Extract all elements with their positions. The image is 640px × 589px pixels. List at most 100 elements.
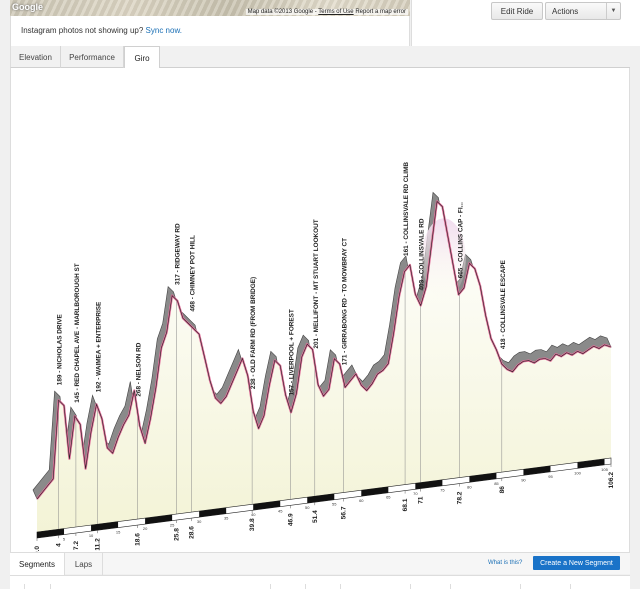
tab-laps[interactable]: Laps	[65, 553, 103, 575]
scale-tick-label: 15	[116, 530, 121, 535]
distance-band-segment	[199, 507, 227, 518]
scale-tick-label: 10	[89, 533, 94, 538]
climb-marker-lines	[58, 270, 503, 530]
scale-tick-label: 70	[413, 491, 418, 496]
distance-label: 7.2	[73, 541, 80, 550]
segments-bar: Segments Laps What is this? Create a New…	[10, 552, 630, 575]
distance-label: 86	[499, 486, 506, 494]
table-divider	[24, 584, 25, 589]
distance-label: 51.4	[312, 510, 319, 523]
giro-chart-panel: 5 10 15 20 25 30 35 40 45 50 55 60 65 70 75 80 85 90 95 100…	[10, 68, 630, 552]
climb-label: 201 - MELLIFONT - MT STUART LOOKOUT	[313, 219, 320, 348]
distance-band-segment	[523, 465, 551, 476]
distance-label: 68.1	[402, 498, 409, 511]
distance-label: 78.2	[457, 491, 464, 504]
table-divider	[410, 584, 411, 589]
what-is-this-link[interactable]: What is this?	[488, 560, 523, 566]
create-segment-button[interactable]: Create a New Segment	[533, 556, 620, 570]
profile-dark-outline	[36, 200, 612, 500]
profile-area	[37, 201, 611, 532]
actions-dropdown[interactable]: Actions ▼	[545, 2, 621, 20]
scale-tick-label: 20	[143, 526, 148, 531]
report-error-link[interactable]: Report a map error	[355, 9, 406, 15]
climb-labels: 189 - NICHOLAS DRIVE 145 - RED CHAPEL AVE…	[57, 162, 507, 403]
instagram-sync-notice: Instagram photos not showing up? Sync no…	[10, 16, 410, 46]
climb-label: 189 - NICHOLAS DRIVE	[57, 313, 64, 385]
tab-giro[interactable]: Giro	[124, 46, 160, 69]
climb-label: 665 - COLLINS CAP - FI...	[458, 202, 465, 278]
scale-tick-label: 55	[332, 502, 337, 507]
table-divider	[340, 584, 341, 589]
actions-label: Actions	[552, 6, 579, 16]
instagram-message: Instagram photos not showing up?	[21, 26, 144, 35]
distance-label: 106.2	[608, 472, 615, 489]
distance-label: 28.6	[189, 526, 196, 539]
distance-label: 71	[418, 496, 425, 504]
distance-band-segment	[145, 514, 173, 525]
distance-label: 18.6	[135, 533, 142, 546]
tab-elevation[interactable]: Elevation	[11, 46, 61, 68]
profile-outline	[36, 200, 612, 500]
table-divider	[520, 584, 521, 589]
distance-labels: 0.0 4 7.2 11.2 18.6 25.8 28.6 39.8 46.9 51.4 56.7 6…	[34, 464, 615, 552]
terms-link[interactable]: Terms of Use	[318, 9, 354, 15]
map-attribution: Map data ©2013 Google - Terms of Use Rep…	[245, 9, 408, 15]
sync-now-link[interactable]: Sync now.	[145, 26, 183, 35]
table-divider	[305, 584, 306, 589]
climb-label: 418 - COLLINSVALE ESCAPE	[500, 259, 507, 349]
distance-label: 39.8	[249, 518, 256, 531]
tab-performance[interactable]: Performance	[61, 46, 124, 68]
scale-tick-label: 35	[224, 516, 229, 521]
climb-label: 161 - COLLINSVALE RD CLIMB	[403, 162, 410, 256]
scale-tick-label: 50	[305, 505, 310, 510]
distance-band-segment	[91, 521, 119, 532]
climb-label: 403 - COLLINSVALE RD	[419, 218, 426, 290]
scale-tick-label: 100	[574, 470, 581, 475]
scale-tick-label: 75	[440, 488, 445, 493]
scale-tick-label: 105	[601, 467, 608, 472]
distance-band-segment	[37, 528, 65, 538]
scale-tick-label: 45	[278, 509, 283, 514]
scale-tick-label: 95	[548, 474, 553, 479]
ride-actions-panel: Edit Ride Actions ▼	[411, 0, 640, 46]
distance-band-segment	[361, 486, 389, 497]
climb-label: 238 - OLD FARM RD (FROM BRIDGE)	[250, 277, 257, 389]
distance-label: 11.2	[95, 538, 102, 551]
table-divider	[570, 584, 571, 589]
distance-base-band: 5 10 15 20 25 30 35 40 45 50 55 60 65 70 75 80 85 90 95 100…	[36, 457, 612, 542]
climb-label: 468 - CHIMNEY POT HILL	[190, 235, 197, 312]
profile-fill	[37, 201, 611, 532]
climb-label: 268 - NELSON RD	[136, 342, 143, 396]
scale-tick-label: 90	[521, 477, 526, 482]
climb-label: 157 - LIVERPOOL + FOREST	[288, 309, 295, 395]
scale-tick-label: 80	[467, 484, 472, 489]
climb-label: 317 - RIDGEWAY RD	[174, 223, 181, 285]
distance-label: 0.0	[34, 546, 41, 552]
climb-label: 192 - WAIMEA + ENTERPRISE	[96, 301, 103, 392]
giro-profile-chart: 5 10 15 20 25 30 35 40 45 50 55 60 65 70 75 80 85 90 95 100…	[32, 162, 615, 552]
distance-band-segment	[577, 458, 605, 469]
segments-table-header	[10, 575, 630, 589]
distance-label: 4	[56, 543, 63, 547]
analysis-tabs: Elevation Performance Giro	[10, 46, 630, 69]
scale-tick-label: 60	[359, 498, 364, 503]
scale-tick-label: 40	[251, 512, 256, 517]
edit-ride-button[interactable]: Edit Ride	[491, 2, 543, 20]
climb-label: 145 - RED CHAPEL AVE - MARLBOROUGH ST	[74, 263, 81, 403]
table-divider	[270, 584, 271, 589]
google-logo: Google	[12, 2, 43, 12]
climb-label: 171 - GIRRABONG RD - TO MOWBRAY CT	[341, 238, 348, 365]
tab-segments[interactable]: Segments	[10, 553, 65, 575]
scale-tick-label: 30	[197, 519, 202, 524]
distance-label: 56.7	[340, 506, 347, 519]
scale-tick-label: 5	[63, 537, 66, 542]
scale-tick-label: 85	[494, 481, 499, 486]
distance-band-segment	[469, 472, 497, 483]
scale-tick-label: 25	[170, 523, 175, 528]
map-strip[interactable]: Google Map data ©2013 Google - Terms of …	[10, 0, 410, 16]
distance-label: 25.8	[173, 528, 180, 541]
distance-band-segment	[253, 500, 281, 511]
table-divider	[50, 584, 51, 589]
distance-label: 46.9	[287, 513, 294, 526]
scale-tick-label: 65	[386, 495, 391, 500]
